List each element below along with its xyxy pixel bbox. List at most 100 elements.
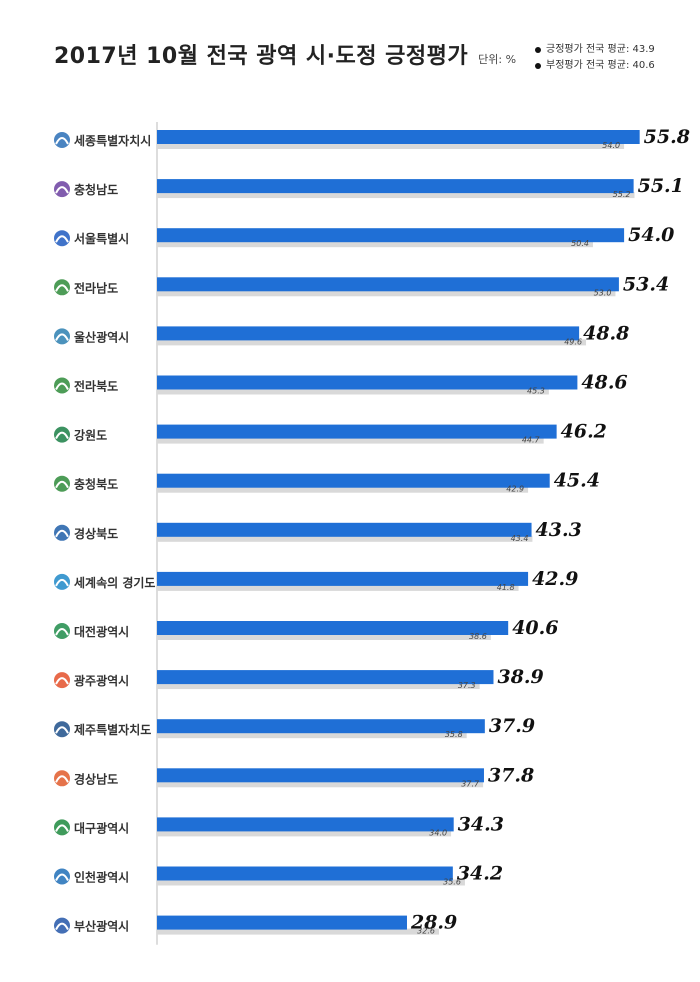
negative-value-label: 44.7 xyxy=(522,436,541,445)
positive-bar xyxy=(157,228,625,243)
legend-item-positive: 긍정평가 전국 평균: 43.9 xyxy=(535,42,655,58)
negative-bar xyxy=(157,732,467,739)
logo-icon xyxy=(54,623,70,639)
logo-swoosh-icon xyxy=(55,284,69,292)
negative-bar xyxy=(157,437,544,444)
logo-icon xyxy=(54,573,70,590)
logo-icon xyxy=(54,868,70,885)
logo-emblem-icon xyxy=(54,573,70,590)
negative-bar xyxy=(157,241,593,248)
logo-icon xyxy=(54,475,70,492)
chart-unit: 단위: % xyxy=(478,53,517,66)
positive-value-label: 55.8 xyxy=(644,126,690,148)
negative-bar xyxy=(157,634,491,640)
legend: 긍정평가 전국 평균: 43.9 부정평가 전국 평균: 40.6 xyxy=(535,42,655,74)
negative-value-label: 32.6 xyxy=(417,927,435,936)
logo-icon xyxy=(54,279,70,296)
negative-value-label: 55.2 xyxy=(613,190,631,199)
positive-value-label: 40.6 xyxy=(512,617,558,639)
logo-icon xyxy=(54,328,70,345)
region-logo-label: 대전광역시 xyxy=(74,624,129,639)
logo-swoosh-icon xyxy=(55,775,69,783)
positive-bar xyxy=(157,915,407,930)
positive-bar xyxy=(157,719,485,734)
bar-row: 서울특별시 50.4 54.0 xyxy=(54,224,674,248)
logo-swoosh-icon xyxy=(55,333,69,341)
bar-row: 광주광역시 37.3 38.9 xyxy=(54,666,544,690)
positive-value-label: 43.3 xyxy=(536,519,582,541)
logo-swoosh-icon xyxy=(55,235,69,243)
legend-label-negative: 부정평가 전국 평균: 40.6 xyxy=(546,60,655,71)
bar-row: 전라북도 45.3 48.6 xyxy=(54,372,628,396)
logo-swoosh-icon xyxy=(55,677,69,685)
logo-icon xyxy=(54,230,70,247)
logo-emblem-icon xyxy=(54,426,70,443)
logo-swoosh-icon xyxy=(55,529,69,538)
bar-row: 대구광역시 34.0 34.3 xyxy=(54,813,504,837)
positive-bar xyxy=(157,326,580,341)
positive-value-label: 34.3 xyxy=(458,813,504,835)
positive-value-label: 53.4 xyxy=(623,273,669,295)
logo-icon xyxy=(54,181,70,198)
legend-label-positive: 긍정평가 전국 평균: 43.9 xyxy=(546,44,655,55)
positive-bar xyxy=(157,375,578,390)
region-logo-label: 강원도 xyxy=(74,429,107,443)
negative-value-label: 50.4 xyxy=(571,239,589,248)
bar-row: 전라남도 53.0 53.4 xyxy=(54,273,669,297)
region-logo-label: 광주광역시 xyxy=(74,673,129,688)
logo-emblem-icon xyxy=(54,279,70,296)
logo-swoosh-icon xyxy=(55,137,69,145)
logo-icon xyxy=(54,672,70,689)
logo-emblem-icon xyxy=(54,770,70,787)
region-logo-label: 인천광역시 xyxy=(74,870,129,885)
positive-bar xyxy=(157,571,529,586)
logo-icon xyxy=(54,721,70,738)
positive-value-label: 55.1 xyxy=(638,175,684,197)
logo-icon xyxy=(54,426,70,443)
positive-bar xyxy=(157,621,509,635)
logo-swoosh-icon xyxy=(55,726,69,734)
bar-row: 부산광역시 32.628.9 xyxy=(54,912,457,936)
chart-header: 2017년 10월 전국 광역 시·도정 긍정평가 단위: % xyxy=(54,38,516,70)
logo-emblem-icon xyxy=(54,377,70,394)
logo-emblem-icon xyxy=(54,623,70,639)
bar-row: 경상북도 43.4 43.3 xyxy=(54,519,582,543)
negative-bar xyxy=(157,584,519,591)
legend-dot-icon xyxy=(535,47,541,53)
logo-icon xyxy=(54,917,70,934)
logo-swoosh-icon xyxy=(55,922,69,931)
logo-swoosh-icon xyxy=(55,480,69,489)
legend-dot-icon xyxy=(535,63,541,69)
positive-value-label: 37.8 xyxy=(488,764,534,786)
positive-value-label: 42.9 xyxy=(532,568,578,590)
positive-value-label: 48.6 xyxy=(581,372,627,394)
positive-bar xyxy=(157,277,619,292)
negative-bar xyxy=(157,928,439,935)
negative-value-label: 43.4 xyxy=(511,534,529,543)
region-logo-label: 부산광역시 xyxy=(74,919,129,934)
logo-emblem-icon xyxy=(54,328,70,345)
positive-bar xyxy=(157,522,532,537)
logo-emblem-icon xyxy=(54,672,70,689)
negative-value-label: 35.8 xyxy=(445,730,463,739)
logo-emblem-icon xyxy=(54,819,70,836)
positive-bar xyxy=(157,817,454,832)
negative-bar xyxy=(157,683,480,690)
negative-value-label: 45.3 xyxy=(527,387,545,396)
negative-bar xyxy=(157,339,587,346)
logo-emblem-icon xyxy=(54,475,70,492)
bar-row: 충청북도 42.9 45.4 xyxy=(54,470,600,494)
negative-value-label: 49.6 xyxy=(564,337,582,346)
bar-row: 경상남도 37.7 37.8 xyxy=(54,764,534,788)
region-logo-label: 충청남도 xyxy=(74,182,118,197)
positive-value-label: 28.9 xyxy=(410,912,457,934)
logo-icon xyxy=(54,524,70,541)
logo-emblem-icon xyxy=(54,230,70,247)
region-logo-label: 서울특별시 xyxy=(74,231,129,246)
region-logo-label: 제주특별자치도 xyxy=(74,722,151,737)
negative-bar xyxy=(157,535,533,542)
logo-icon xyxy=(54,819,70,836)
positive-value-label: 38.9 xyxy=(497,666,543,688)
region-logo-label: 경상남도 xyxy=(74,771,118,786)
positive-bar xyxy=(157,424,557,439)
